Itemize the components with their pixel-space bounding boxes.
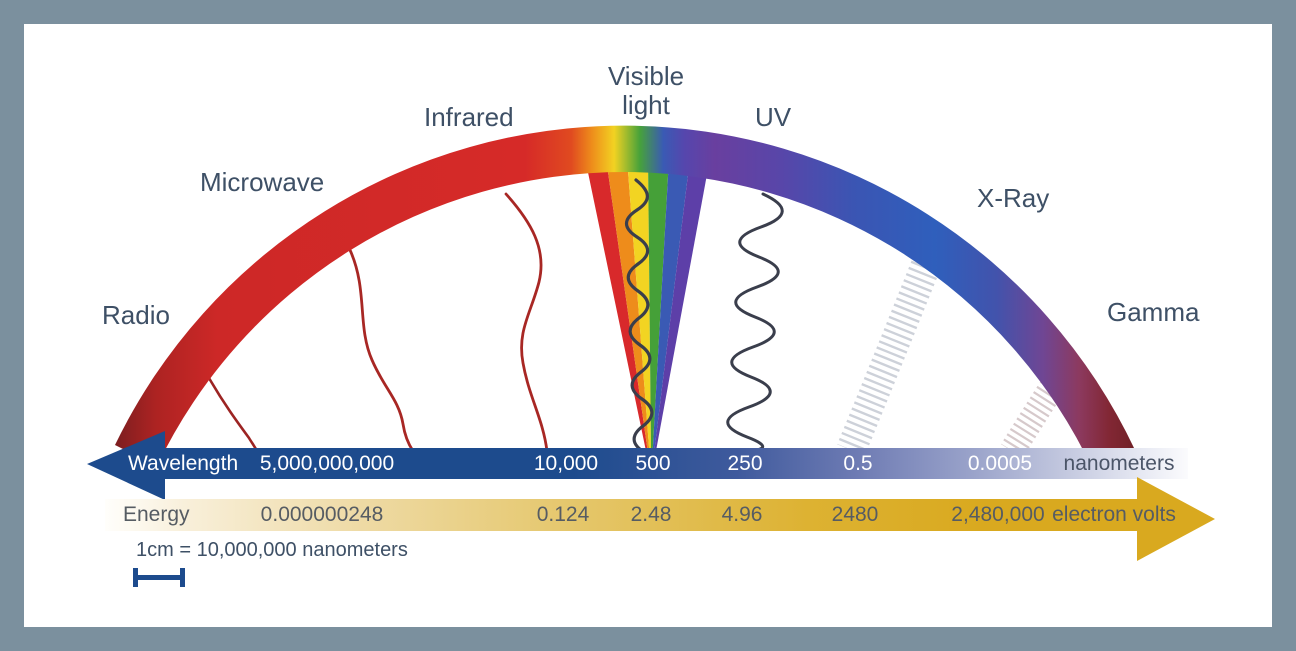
wavelength-value: 0.5	[843, 452, 873, 475]
radio-wave	[207, 376, 259, 453]
band-label-microwave: Microwave	[200, 167, 325, 197]
wavelength-arrowhead-icon	[87, 431, 165, 500]
ruler-right-cap	[180, 568, 185, 587]
wedge-stripe-red	[585, 158, 648, 451]
spectrum-arc	[115, 125, 1135, 470]
ruler-bar	[133, 575, 185, 580]
energy-value: 2480	[831, 503, 879, 526]
xray-wave	[837, 254, 942, 456]
wedge-stripe-orange	[606, 158, 650, 451]
wedge-stripe-yellow	[627, 158, 651, 451]
wavelength-value: 250	[727, 452, 763, 475]
energy-value: 4.96	[721, 503, 763, 526]
wedge-stripe-violet	[654, 158, 710, 451]
infrared-wave	[504, 192, 549, 453]
wavelength-value: 10,000	[533, 452, 599, 475]
wedge-stripe-green	[648, 158, 669, 451]
energy-value: 2,480,000	[951, 503, 1045, 526]
energy-unit: electron volts	[1052, 503, 1176, 526]
visible-light-wave	[624, 178, 654, 454]
wavelength-value: 500	[635, 452, 671, 475]
visible-light-wedge	[585, 158, 710, 451]
energy-axis-label: Energy	[123, 503, 190, 526]
wavelength-value: 0.0005	[967, 452, 1033, 475]
band-label-xray: X-Ray	[977, 183, 1050, 213]
wavelength-bar	[163, 448, 1188, 479]
uv-wave	[726, 192, 784, 453]
wavelength-axis-label: Wavelength	[128, 452, 239, 475]
energy-bar	[105, 499, 1138, 531]
energy-arrowhead-icon	[1137, 477, 1215, 561]
wavelength-value: 5,000,000,000	[259, 452, 395, 475]
energy-value: 0.124	[536, 503, 590, 526]
energy-value: 2.48	[630, 503, 672, 526]
band-label-uv: UV	[755, 102, 792, 132]
scale-note: 1cm = 10,000,000 nanometers	[136, 539, 408, 561]
band-label-gamma: Gamma	[1107, 297, 1200, 327]
band-label-radio: Radio	[102, 300, 170, 330]
microwave-wave	[348, 248, 415, 453]
energy-value: 0.000000248	[260, 503, 384, 526]
wavelength-unit: nanometers	[1063, 452, 1175, 475]
band-label-infrared: Infrared	[424, 102, 514, 132]
band-label-visible-light: Visible light	[607, 61, 685, 120]
scale-ruler-icon	[133, 568, 185, 587]
wedge-stripe-blue	[652, 158, 690, 451]
